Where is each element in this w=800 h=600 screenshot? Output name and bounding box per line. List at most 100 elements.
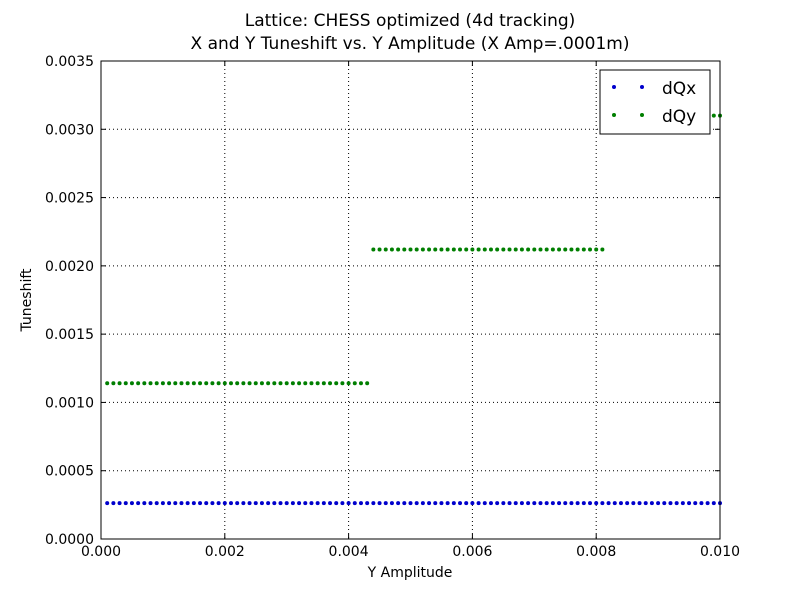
data-point <box>216 501 221 506</box>
data-point <box>711 113 716 118</box>
data-point <box>259 381 264 386</box>
data-point <box>693 501 698 506</box>
data-point <box>476 247 481 252</box>
data-point <box>204 501 209 506</box>
data-point <box>303 381 308 386</box>
x-tick-label: 0.010 <box>700 544 740 560</box>
data-point <box>328 381 333 386</box>
data-point <box>458 501 463 506</box>
data-point <box>488 247 493 252</box>
data-point <box>117 381 122 386</box>
data-point <box>526 501 531 506</box>
data-point <box>495 501 500 506</box>
data-point <box>383 247 388 252</box>
data-point <box>154 381 159 386</box>
data-point <box>668 501 673 506</box>
data-point <box>526 247 531 252</box>
data-point <box>631 501 636 506</box>
data-point <box>278 381 283 386</box>
data-point <box>588 247 593 252</box>
y-tick-label: 0.0030 <box>45 122 94 138</box>
data-point <box>538 501 543 506</box>
data-point <box>451 247 456 252</box>
data-point <box>464 501 469 506</box>
data-point <box>513 501 518 506</box>
data-point <box>315 381 320 386</box>
data-point <box>290 501 295 506</box>
data-point <box>625 501 630 506</box>
data-point <box>507 247 512 252</box>
data-point <box>111 381 116 386</box>
data-point <box>427 501 432 506</box>
data-point <box>439 247 444 252</box>
data-point <box>142 381 147 386</box>
data-point <box>340 381 345 386</box>
data-point <box>346 501 351 506</box>
data-point <box>377 501 382 506</box>
data-point <box>204 381 209 386</box>
data-point <box>420 501 425 506</box>
data-point <box>488 501 493 506</box>
data-point <box>278 501 283 506</box>
data-point <box>550 501 555 506</box>
x-axis-label: Y Amplitude <box>367 565 453 581</box>
chart-subtitle: X and Y Tuneshift vs. Y Amplitude (X Amp… <box>191 34 630 54</box>
data-point <box>433 501 438 506</box>
data-point <box>235 381 240 386</box>
data-point <box>315 501 320 506</box>
data-point <box>588 501 593 506</box>
data-point <box>167 381 172 386</box>
data-point <box>427 247 432 252</box>
data-point <box>198 381 203 386</box>
data-point <box>575 501 580 506</box>
data-point <box>297 501 302 506</box>
data-point <box>334 381 339 386</box>
x-tick-label: 0.000 <box>81 544 121 560</box>
data-point <box>569 247 574 252</box>
data-point <box>185 381 190 386</box>
data-point <box>222 381 227 386</box>
data-point <box>383 501 388 506</box>
data-point <box>371 247 376 252</box>
data-point <box>173 501 178 506</box>
data-point <box>594 501 599 506</box>
data-point <box>309 381 314 386</box>
data-point <box>563 247 568 252</box>
data-point <box>433 247 438 252</box>
data-point <box>612 501 617 506</box>
data-point <box>581 247 586 252</box>
data-point <box>643 501 648 506</box>
data-point <box>557 501 562 506</box>
x-tick-label: 0.008 <box>576 544 616 560</box>
data-point <box>352 501 357 506</box>
legend-marker <box>640 113 644 117</box>
data-point <box>222 501 227 506</box>
data-point <box>284 381 289 386</box>
data-point <box>297 381 302 386</box>
data-point <box>445 501 450 506</box>
data-point <box>482 247 487 252</box>
data-point <box>266 381 271 386</box>
data-point <box>544 501 549 506</box>
data-point <box>656 501 661 506</box>
data-point <box>321 381 326 386</box>
data-point <box>173 381 178 386</box>
data-point <box>123 381 128 386</box>
data-point <box>228 381 233 386</box>
series-dqy <box>105 113 722 386</box>
y-tick-label: 0.0020 <box>45 259 94 275</box>
data-point <box>470 501 475 506</box>
data-point <box>228 501 233 506</box>
data-point <box>402 501 407 506</box>
data-point <box>136 381 141 386</box>
data-point <box>637 501 642 506</box>
axis-ticks: 0.000 0.002 0.004 0.006 0.008 0.010 0.0000 0.00… <box>45 54 740 560</box>
data-point <box>420 247 425 252</box>
data-point <box>519 247 524 252</box>
data-point <box>235 501 240 506</box>
data-point <box>346 381 351 386</box>
legend-marker <box>640 85 644 89</box>
data-point <box>662 501 667 506</box>
y-tick-label: 0.0005 <box>45 464 94 480</box>
data-point <box>445 247 450 252</box>
